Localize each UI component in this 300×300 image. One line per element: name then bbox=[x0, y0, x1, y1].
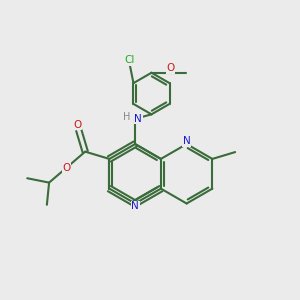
Text: O: O bbox=[73, 120, 81, 130]
Text: Cl: Cl bbox=[125, 55, 135, 65]
Text: N: N bbox=[134, 114, 142, 124]
Text: N: N bbox=[131, 202, 139, 212]
Text: O: O bbox=[167, 63, 175, 73]
Text: O: O bbox=[63, 163, 71, 173]
Text: H: H bbox=[123, 112, 130, 122]
Text: N: N bbox=[183, 136, 190, 146]
